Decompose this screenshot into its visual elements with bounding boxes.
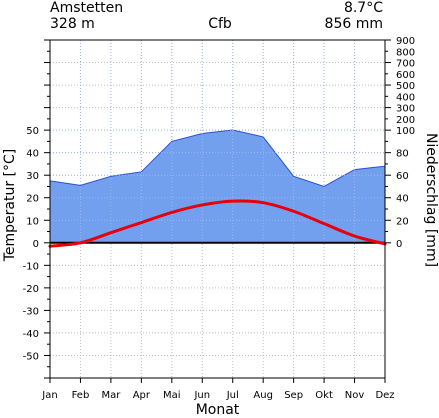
right-tick-label: 800 bbox=[396, 47, 415, 58]
left-tick-label: 20 bbox=[26, 194, 39, 205]
x-tick-label: Sep bbox=[284, 390, 303, 401]
station-name: Amstetten bbox=[50, 0, 124, 16]
left-tick-label: -20 bbox=[23, 284, 39, 295]
precipitation-line bbox=[49, 129, 386, 188]
temperature-line bbox=[48, 199, 387, 248]
x-axis-title: Monat bbox=[196, 402, 240, 418]
left-axis-title: Temperatur [°C] bbox=[2, 149, 18, 263]
station-elevation: 328 m bbox=[50, 16, 95, 32]
x-tick-label: Feb bbox=[72, 390, 90, 401]
x-tick-label: Jul bbox=[226, 390, 239, 401]
x-tick-label: Apr bbox=[133, 390, 151, 401]
left-tick-label: 30 bbox=[26, 171, 39, 182]
x-tick-label: Jun bbox=[193, 390, 210, 401]
right-tick-label: 0 bbox=[396, 239, 402, 250]
left-tick-label: 40 bbox=[26, 149, 39, 160]
right-tick-label: 600 bbox=[396, 70, 415, 81]
x-tick-label: Okt bbox=[315, 390, 333, 401]
right-tick-label: 20 bbox=[396, 216, 409, 227]
right-tick-label: 400 bbox=[396, 92, 415, 103]
annual-precipitation: 856 mm bbox=[324, 16, 383, 32]
left-tick-label: -40 bbox=[23, 329, 39, 340]
right-axis-title: Niederschlag [mm] bbox=[423, 133, 439, 267]
left-tick-label: 10 bbox=[26, 216, 39, 227]
x-tick-label: Mai bbox=[163, 390, 181, 401]
right-tick-label: 500 bbox=[396, 81, 415, 92]
left-tick-label: -10 bbox=[23, 261, 39, 272]
right-tick-label: 700 bbox=[396, 59, 415, 70]
x-tick-label: Nov bbox=[345, 390, 365, 401]
left-tick-label: 0 bbox=[33, 239, 39, 250]
left-tick-label: -50 bbox=[23, 351, 39, 362]
axis-ticks bbox=[44, 39, 391, 383]
right-tick-label: 80 bbox=[396, 149, 409, 160]
left-tick-label: 50 bbox=[26, 126, 39, 137]
climate-class: Cfb bbox=[208, 16, 232, 32]
mean-temperature: 8.7°C bbox=[343, 0, 383, 16]
right-tick-label: 100 bbox=[396, 126, 415, 137]
right-tick-label: 40 bbox=[396, 194, 409, 205]
x-tick-label: Jan bbox=[41, 390, 57, 401]
left-tick-label: -30 bbox=[23, 306, 39, 317]
right-tick-label: 900 bbox=[396, 36, 415, 47]
right-tick-label: 300 bbox=[396, 104, 415, 115]
right-tick-label: 200 bbox=[396, 115, 415, 126]
x-tick-label: Mar bbox=[101, 390, 121, 401]
x-tick-label: Aug bbox=[253, 390, 273, 401]
grid-overlay bbox=[50, 40, 385, 243]
x-tick-label: Dez bbox=[375, 390, 394, 401]
right-tick-label: 60 bbox=[396, 171, 409, 182]
